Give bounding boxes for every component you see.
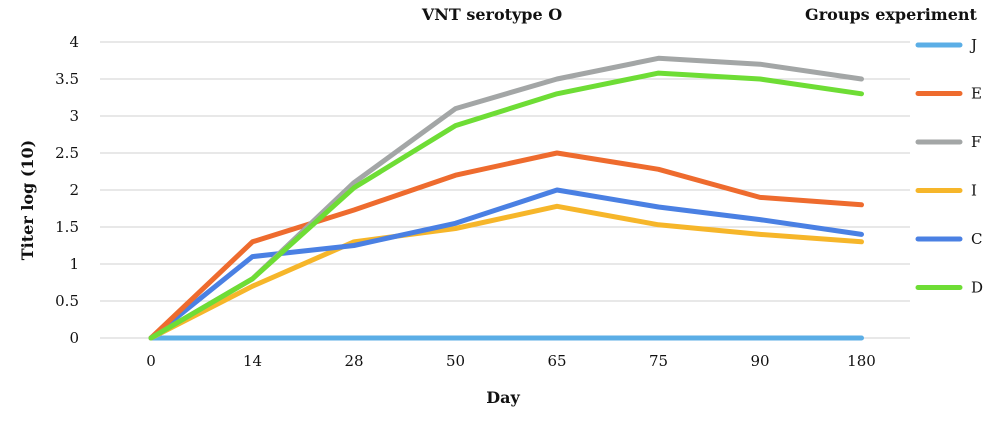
legend: J E F I C D xyxy=(915,36,983,297)
gridlines xyxy=(100,41,910,339)
x-tick-label: 90 xyxy=(750,352,769,370)
chart-title: VNT serotype O xyxy=(421,5,562,24)
legend-label-I: I xyxy=(971,182,977,200)
legend-label-C: C xyxy=(971,230,982,248)
y-tick-label: 3 xyxy=(69,107,79,125)
y-tick-label: 4 xyxy=(69,33,79,51)
x-tick-labels: 0 14 28 50 65 75 90 180 xyxy=(146,352,876,370)
legend-label-E: E xyxy=(971,85,982,103)
series-line-I xyxy=(148,203,864,341)
legend-label-J: J xyxy=(969,36,977,54)
x-tick-label: 65 xyxy=(547,352,566,370)
x-tick-label: 180 xyxy=(847,352,876,370)
y-tick-label: 0 xyxy=(69,329,79,347)
y-axis-title: Titer log (10) xyxy=(18,140,37,260)
legend-label-D: D xyxy=(971,279,983,297)
y-tick-label: 0.5 xyxy=(55,292,79,310)
y-tick-label: 2 xyxy=(69,181,79,199)
series-line-D xyxy=(148,70,864,341)
y-tick-labels: 0 0.5 1 1.5 2 2.5 3 3.5 4 xyxy=(55,33,79,347)
series-lines xyxy=(148,55,864,341)
series-line-E xyxy=(148,150,864,341)
y-tick-label: 1 xyxy=(69,255,79,273)
series-line-C xyxy=(148,187,864,341)
legend-label-F: F xyxy=(971,133,981,151)
x-tick-label: 28 xyxy=(344,352,363,370)
legend-title: Groups experiment xyxy=(805,5,978,24)
x-tick-label: 14 xyxy=(243,352,262,370)
y-tick-label: 2.5 xyxy=(55,144,79,162)
y-tick-label: 3.5 xyxy=(55,70,79,88)
y-tick-label: 1.5 xyxy=(55,218,79,236)
x-tick-label: 75 xyxy=(649,352,668,370)
x-tick-label: 0 xyxy=(146,352,156,370)
x-tick-label: 50 xyxy=(446,352,465,370)
x-axis-title: Day xyxy=(486,388,520,407)
